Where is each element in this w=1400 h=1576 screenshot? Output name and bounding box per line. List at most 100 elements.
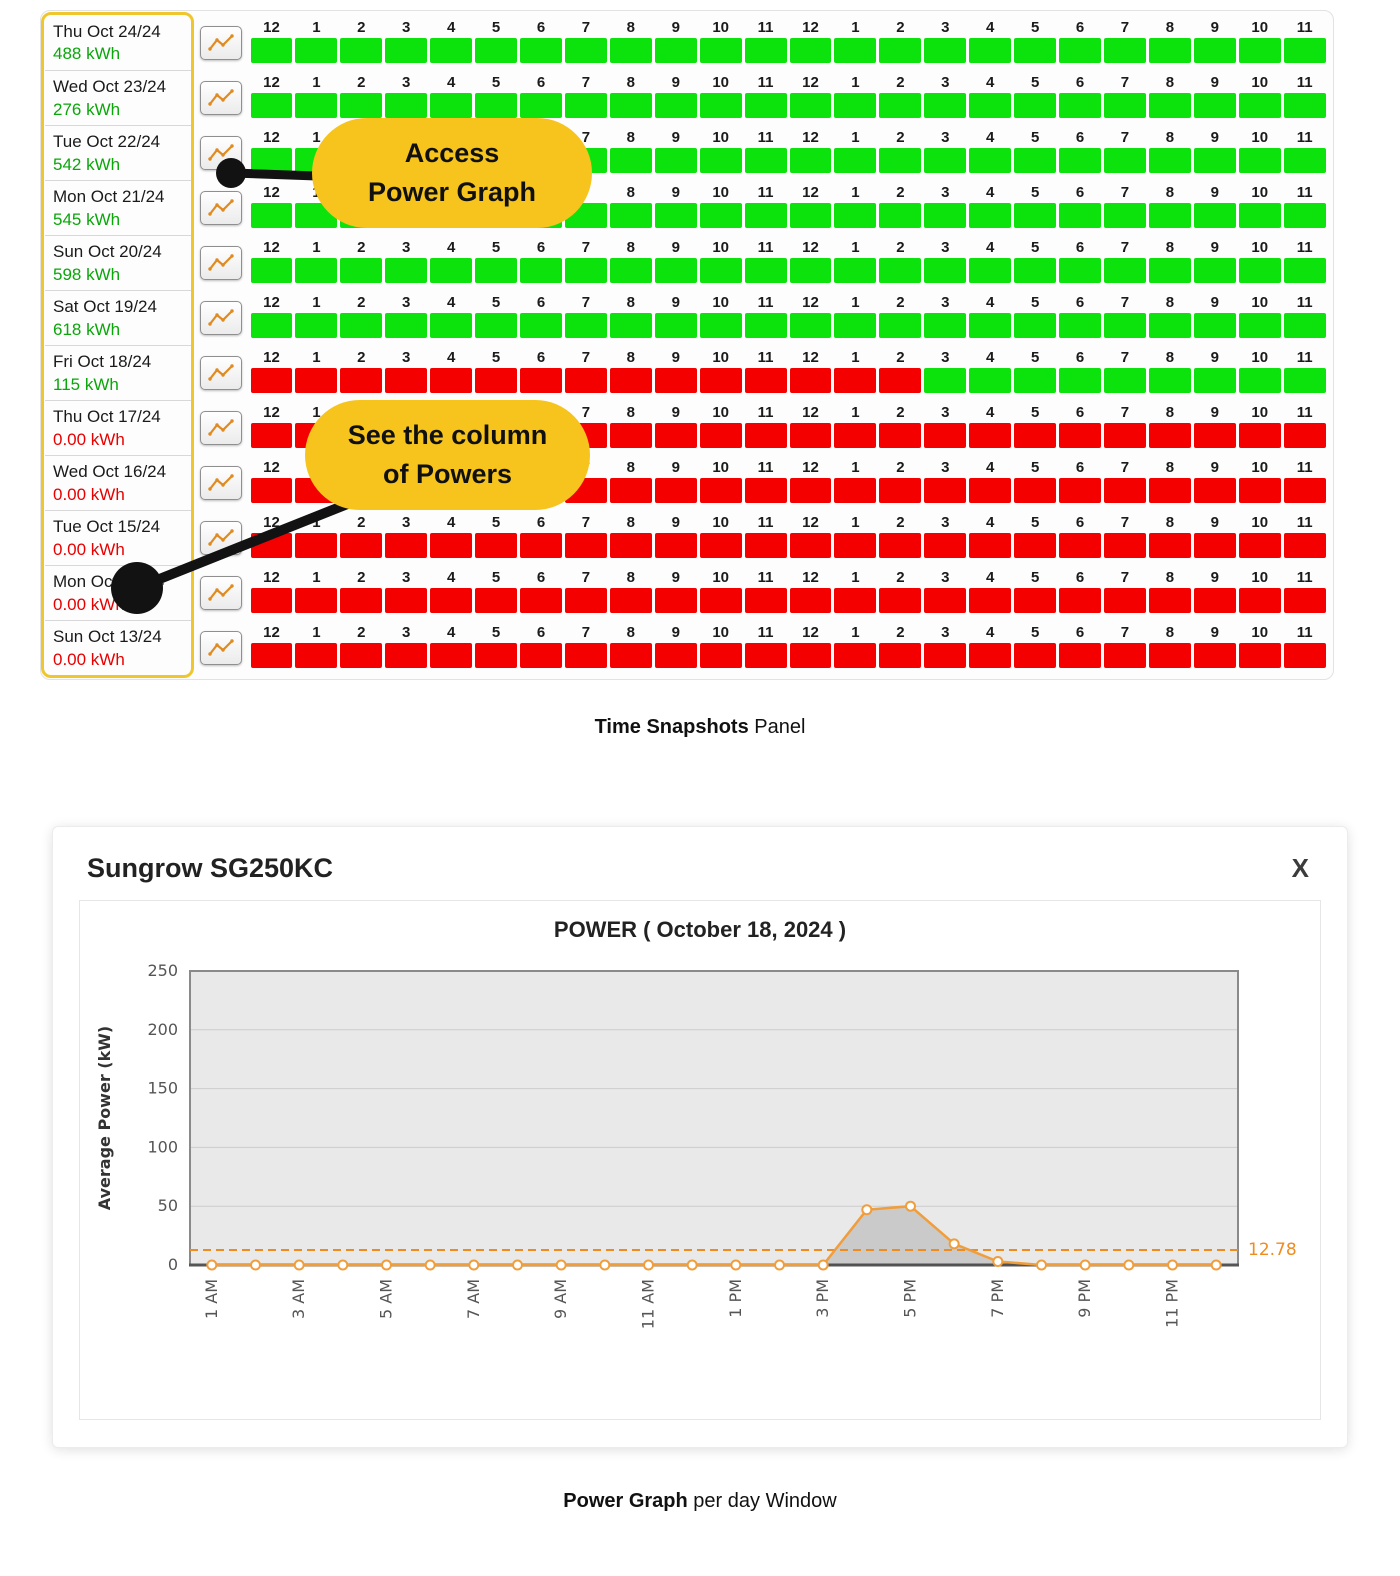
hour-block-online[interactable] <box>654 38 697 63</box>
hour-block-offline[interactable] <box>969 533 1012 558</box>
hour-block-online[interactable] <box>924 313 967 338</box>
hour-block-offline[interactable] <box>789 588 832 613</box>
hour-block-offline[interactable] <box>1238 533 1281 558</box>
hour-block-online[interactable] <box>969 368 1012 393</box>
hour-block-offline[interactable] <box>564 643 607 668</box>
hour-block-online[interactable] <box>340 313 383 338</box>
hour-block-offline[interactable] <box>1148 588 1191 613</box>
hour-block-offline[interactable] <box>520 368 562 393</box>
hour-block-online[interactable] <box>609 313 652 338</box>
hour-block-online[interactable] <box>744 203 787 228</box>
hour-block-online[interactable] <box>1148 313 1191 338</box>
hour-block-online[interactable] <box>879 148 922 173</box>
hour-block-offline[interactable] <box>1059 478 1102 503</box>
hour-block-offline[interactable] <box>430 588 473 613</box>
hour-block-online[interactable] <box>520 313 562 338</box>
hour-block-offline[interactable] <box>744 478 787 503</box>
hour-block-offline[interactable] <box>430 368 473 393</box>
hour-block-online[interactable] <box>969 38 1012 63</box>
hour-block-online[interactable] <box>520 93 562 118</box>
hour-block-online[interactable] <box>654 313 697 338</box>
hour-block-online[interactable] <box>1059 368 1102 393</box>
hour-block-online[interactable] <box>564 93 607 118</box>
hour-block-offline[interactable] <box>1238 643 1281 668</box>
hour-block-online[interactable] <box>834 258 877 283</box>
hour-block-offline[interactable] <box>1104 423 1146 448</box>
hour-block-offline[interactable] <box>1104 478 1146 503</box>
hour-block-online[interactable] <box>969 203 1012 228</box>
hour-block-online[interactable] <box>430 93 473 118</box>
hour-block-offline[interactable] <box>654 533 697 558</box>
power-graph-button[interactable] <box>200 355 242 390</box>
hour-block-online[interactable] <box>1238 368 1281 393</box>
hour-block-offline[interactable] <box>475 588 518 613</box>
hour-block-online[interactable] <box>1059 38 1102 63</box>
hour-block-offline[interactable] <box>295 588 338 613</box>
hour-block-online[interactable] <box>1193 38 1236 63</box>
hour-block-offline[interactable] <box>609 588 652 613</box>
hour-block-online[interactable] <box>520 38 562 63</box>
hour-block-offline[interactable] <box>879 533 922 558</box>
hour-block-offline[interactable] <box>609 478 652 503</box>
hour-block-offline[interactable] <box>744 368 787 393</box>
hour-block-online[interactable] <box>609 148 652 173</box>
hour-block-online[interactable] <box>564 38 607 63</box>
hour-block-online[interactable] <box>430 313 473 338</box>
hour-block-online[interactable] <box>295 258 338 283</box>
hour-block-online[interactable] <box>924 93 967 118</box>
hour-block-offline[interactable] <box>789 478 832 503</box>
hour-block-online[interactable] <box>789 93 832 118</box>
hour-block-offline[interactable] <box>609 368 652 393</box>
power-graph-button[interactable] <box>200 520 242 555</box>
hour-block-online[interactable] <box>250 258 293 283</box>
hour-block-online[interactable] <box>879 38 922 63</box>
hour-block-offline[interactable] <box>1104 643 1146 668</box>
hour-block-offline[interactable] <box>1148 423 1191 448</box>
hour-block-offline[interactable] <box>1193 478 1236 503</box>
hour-block-offline[interactable] <box>250 588 293 613</box>
hour-block-offline[interactable] <box>834 423 877 448</box>
hour-block-online[interactable] <box>744 93 787 118</box>
hour-block-offline[interactable] <box>969 478 1012 503</box>
hour-block-offline[interactable] <box>340 368 383 393</box>
hour-block-offline[interactable] <box>340 533 383 558</box>
hour-block-online[interactable] <box>654 258 697 283</box>
hour-block-online[interactable] <box>1059 258 1102 283</box>
hour-block-online[interactable] <box>879 203 922 228</box>
hour-block-online[interactable] <box>1148 93 1191 118</box>
hour-block-offline[interactable] <box>1238 588 1281 613</box>
hour-block-online[interactable] <box>609 38 652 63</box>
hour-block-offline[interactable] <box>250 368 293 393</box>
power-graph-button[interactable] <box>200 410 242 445</box>
hour-block-offline[interactable] <box>699 478 742 503</box>
hour-block-online[interactable] <box>1148 258 1191 283</box>
hour-block-online[interactable] <box>1193 203 1236 228</box>
hour-block-online[interactable] <box>654 148 697 173</box>
hour-block-offline[interactable] <box>654 588 697 613</box>
hour-block-online[interactable] <box>699 148 742 173</box>
hour-block-online[interactable] <box>1104 203 1146 228</box>
hour-block-online[interactable] <box>924 38 967 63</box>
hour-block-online[interactable] <box>789 313 832 338</box>
hour-block-offline[interactable] <box>1059 643 1102 668</box>
hour-block-online[interactable] <box>250 93 293 118</box>
hour-block-offline[interactable] <box>834 533 877 558</box>
hour-block-offline[interactable] <box>564 368 607 393</box>
hour-block-online[interactable] <box>385 313 428 338</box>
hour-block-offline[interactable] <box>1059 588 1102 613</box>
hour-block-online[interactable] <box>1014 313 1057 338</box>
hour-block-offline[interactable] <box>564 588 607 613</box>
hour-block-online[interactable] <box>1238 203 1281 228</box>
hour-block-online[interactable] <box>1104 258 1146 283</box>
power-graph-button[interactable] <box>200 135 242 170</box>
hour-block-offline[interactable] <box>475 533 518 558</box>
hour-block-offline[interactable] <box>1193 423 1236 448</box>
hour-block-offline[interactable] <box>1014 643 1057 668</box>
hour-block-offline[interactable] <box>295 368 338 393</box>
hour-block-offline[interactable] <box>1148 643 1191 668</box>
hour-block-offline[interactable] <box>834 478 877 503</box>
hour-block-online[interactable] <box>1238 148 1281 173</box>
hour-block-online[interactable] <box>924 258 967 283</box>
hour-block-online[interactable] <box>250 38 293 63</box>
hour-block-online[interactable] <box>520 258 562 283</box>
